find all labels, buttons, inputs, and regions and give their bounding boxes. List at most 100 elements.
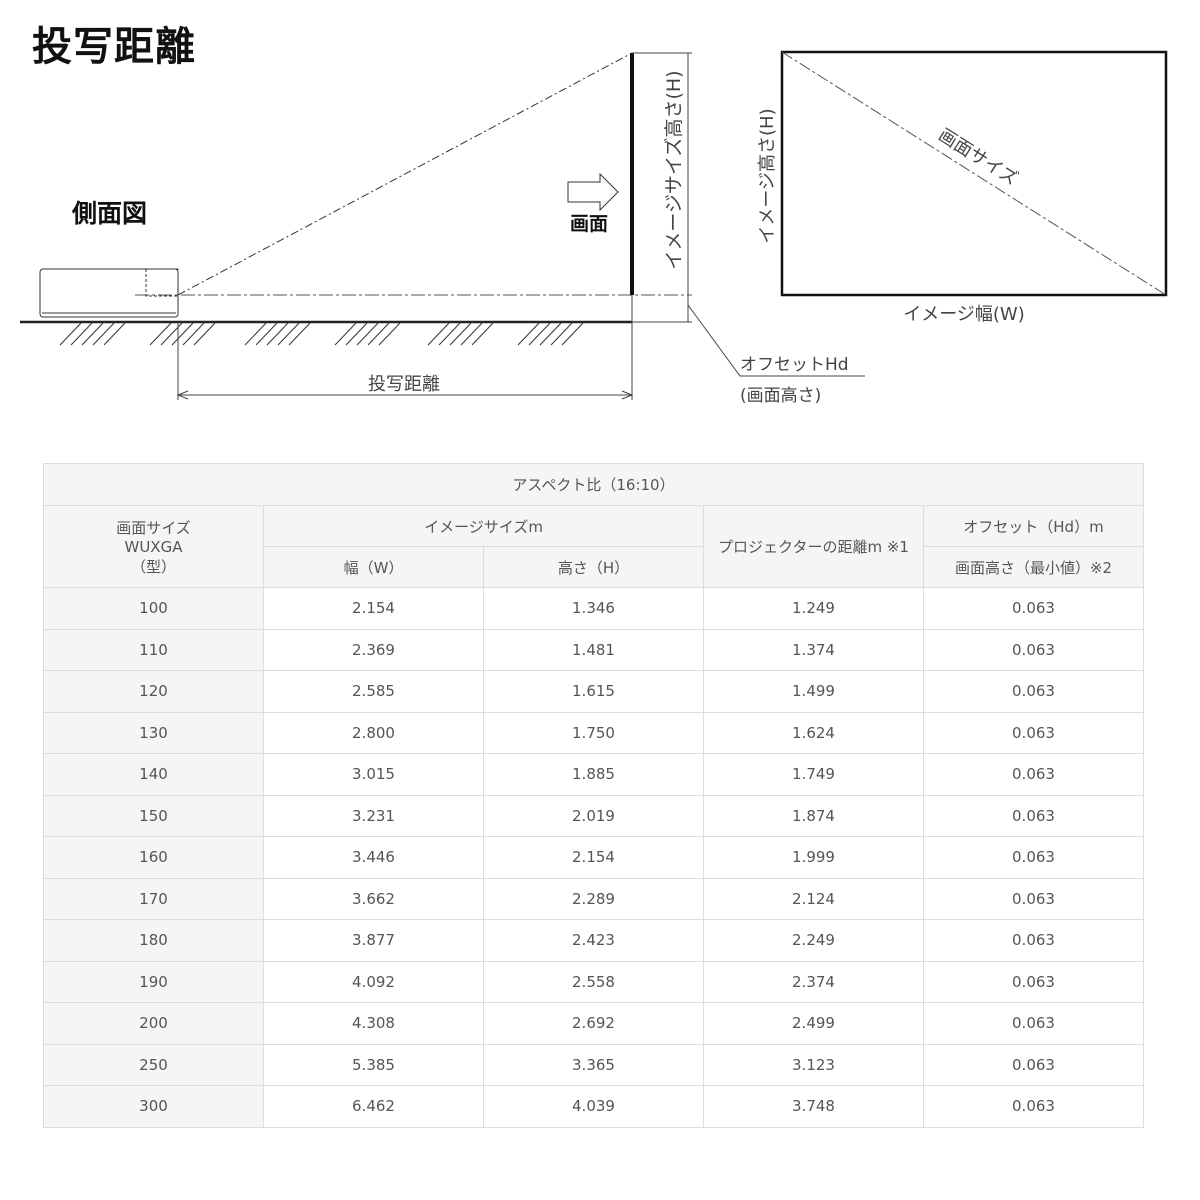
screen-size-cell: 140 bbox=[43, 753, 264, 796]
offset-leader-line bbox=[687, 304, 865, 377]
table-row: 300 6.462 4.039 3.748 0.063 bbox=[43, 1085, 1144, 1128]
screen-label: 画面 bbox=[570, 213, 608, 235]
height-cell: 2.423 bbox=[483, 919, 704, 962]
width-cell: 2.585 bbox=[263, 670, 484, 713]
table-row: 190 4.092 2.558 2.374 0.063 bbox=[43, 960, 1144, 1003]
table-row: 100 2.154 1.346 1.249 0.063 bbox=[43, 587, 1144, 630]
distance-cell: 1.749 bbox=[703, 753, 924, 796]
height-cell: 1.346 bbox=[483, 587, 704, 630]
height-cell: 1.615 bbox=[483, 670, 704, 713]
offset-cell: 0.063 bbox=[923, 877, 1144, 920]
height-cell: 1.885 bbox=[483, 753, 704, 796]
table-row: 160 3.446 2.154 1.999 0.063 bbox=[43, 836, 1144, 879]
height-cell: 2.289 bbox=[483, 877, 704, 920]
distance-cell: 1.374 bbox=[703, 628, 924, 671]
distance-cell: 1.624 bbox=[703, 711, 924, 754]
screen-size-cell: 200 bbox=[43, 1002, 264, 1045]
offset-sub-header: 画面高さ（最小値）※2 bbox=[923, 546, 1144, 588]
width-cell: 6.462 bbox=[263, 1085, 484, 1128]
offset-cell: 0.063 bbox=[923, 1043, 1144, 1086]
screen-size-cell: 170 bbox=[43, 877, 264, 920]
screen-size-header-line: 画面サイズ bbox=[116, 518, 191, 537]
screen-size-label: 画面サイズ bbox=[934, 125, 1021, 190]
height-cell: 1.481 bbox=[483, 628, 704, 671]
distance-cell: 1.874 bbox=[703, 794, 924, 837]
offset-cell: 0.063 bbox=[923, 836, 1144, 879]
width-cell: 4.092 bbox=[263, 960, 484, 1003]
offset-cell: 0.063 bbox=[923, 670, 1144, 713]
screen-size-header: 画面サイズ WUXGA （型） bbox=[43, 505, 264, 588]
screen-size-cell: 160 bbox=[43, 836, 264, 879]
width-cell: 3.662 bbox=[263, 877, 484, 920]
offset-cell: 0.063 bbox=[923, 587, 1144, 630]
projector-icon bbox=[39, 268, 179, 318]
distance-cell: 2.374 bbox=[703, 960, 924, 1003]
screen-size-cell: 300 bbox=[43, 1085, 264, 1128]
width-cell: 2.154 bbox=[263, 587, 484, 630]
distance-cell: 2.499 bbox=[703, 1002, 924, 1045]
offset-cell: 0.063 bbox=[923, 919, 1144, 962]
height-cell: 2.558 bbox=[483, 960, 704, 1003]
offset-cell: 0.063 bbox=[923, 794, 1144, 837]
screen-size-cell: 180 bbox=[43, 919, 264, 962]
table-row: 200 4.308 2.692 2.499 0.063 bbox=[43, 1002, 1144, 1045]
screen-size-header-line: WUXGA bbox=[124, 537, 183, 556]
width-cell: 3.015 bbox=[263, 753, 484, 796]
height-cell: 1.750 bbox=[483, 711, 704, 754]
aspect-ratio-header: アスペクト比（16:10） bbox=[43, 463, 1144, 506]
table-row: 150 3.231 2.019 1.874 0.063 bbox=[43, 794, 1144, 837]
screen-size-cell: 120 bbox=[43, 670, 264, 713]
table-row: 140 3.015 1.885 1.749 0.063 bbox=[43, 753, 1144, 796]
screen-size-cell: 250 bbox=[43, 1043, 264, 1086]
projection-ray bbox=[177, 52, 633, 296]
width-cell: 5.385 bbox=[263, 1043, 484, 1086]
screen-size-cell: 190 bbox=[43, 960, 264, 1003]
distance-cell: 1.499 bbox=[703, 670, 924, 713]
offset-header: オフセット（Hd）m bbox=[923, 505, 1144, 547]
table-row: 170 3.662 2.289 2.124 0.063 bbox=[43, 877, 1144, 920]
width-cell: 4.308 bbox=[263, 1002, 484, 1045]
image-size-header: イメージサイズm bbox=[263, 505, 704, 547]
offset-cell: 0.063 bbox=[923, 1002, 1144, 1045]
width-cell: 3.231 bbox=[263, 794, 484, 837]
distance-cell: 2.124 bbox=[703, 877, 924, 920]
screen-front-view bbox=[780, 50, 1168, 297]
height-cell: 4.039 bbox=[483, 1085, 704, 1128]
width-cell: 2.800 bbox=[263, 711, 484, 754]
height-header: 高さ（H） bbox=[483, 546, 704, 588]
projection-diagram: 側面図 画面 イメージサイズ高さ(H) 投写距離 オフセットHd (画面高さ) … bbox=[20, 50, 1168, 406]
screen-size-cell: 110 bbox=[43, 628, 264, 671]
distance-cell: 1.249 bbox=[703, 587, 924, 630]
distance-cell: 2.249 bbox=[703, 919, 924, 962]
table-row: 180 3.877 2.423 2.249 0.063 bbox=[43, 919, 1144, 962]
offset-cell: 0.063 bbox=[923, 753, 1144, 796]
height-cell: 3.365 bbox=[483, 1043, 704, 1086]
width-header: 幅（W） bbox=[263, 546, 484, 588]
page-title: 投写距離 bbox=[32, 24, 196, 70]
height-cell: 2.019 bbox=[483, 794, 704, 837]
offset-cell: 0.063 bbox=[923, 960, 1144, 1003]
height-cell: 2.154 bbox=[483, 836, 704, 879]
image-height-label: イメージサイズ高さ(H) bbox=[663, 70, 685, 269]
offset-cell: 0.063 bbox=[923, 628, 1144, 671]
throw-distance-label: 投写距離 bbox=[368, 374, 440, 395]
distance-cell: 1.999 bbox=[703, 836, 924, 879]
floor-hatching bbox=[59, 321, 585, 346]
arrow-right-icon bbox=[567, 172, 619, 212]
side-view-label: 側面図 bbox=[71, 199, 147, 228]
image-height-front-label: イメージ高さ(H) bbox=[757, 108, 778, 243]
height-cell: 2.692 bbox=[483, 1002, 704, 1045]
distance-cell: 3.123 bbox=[703, 1043, 924, 1086]
throw-distance-table: アスペクト比（16:10） 画面サイズ WUXGA （型） イメージサイズm プ… bbox=[43, 463, 1144, 1128]
table-row: 120 2.585 1.615 1.499 0.063 bbox=[43, 670, 1144, 713]
width-cell: 3.877 bbox=[263, 919, 484, 962]
distance-header: プロジェクターの距離m ※1 bbox=[703, 505, 924, 588]
screen-size-cell: 130 bbox=[43, 711, 264, 754]
offset-cell: 0.063 bbox=[923, 711, 1144, 754]
screen-diagonal bbox=[781, 51, 1167, 296]
distance-cell: 3.748 bbox=[703, 1085, 924, 1128]
table-row: 110 2.369 1.481 1.374 0.063 bbox=[43, 628, 1144, 671]
offset-cell: 0.063 bbox=[923, 1085, 1144, 1128]
width-cell: 3.446 bbox=[263, 836, 484, 879]
screen-size-header-line: （型） bbox=[130, 557, 176, 576]
